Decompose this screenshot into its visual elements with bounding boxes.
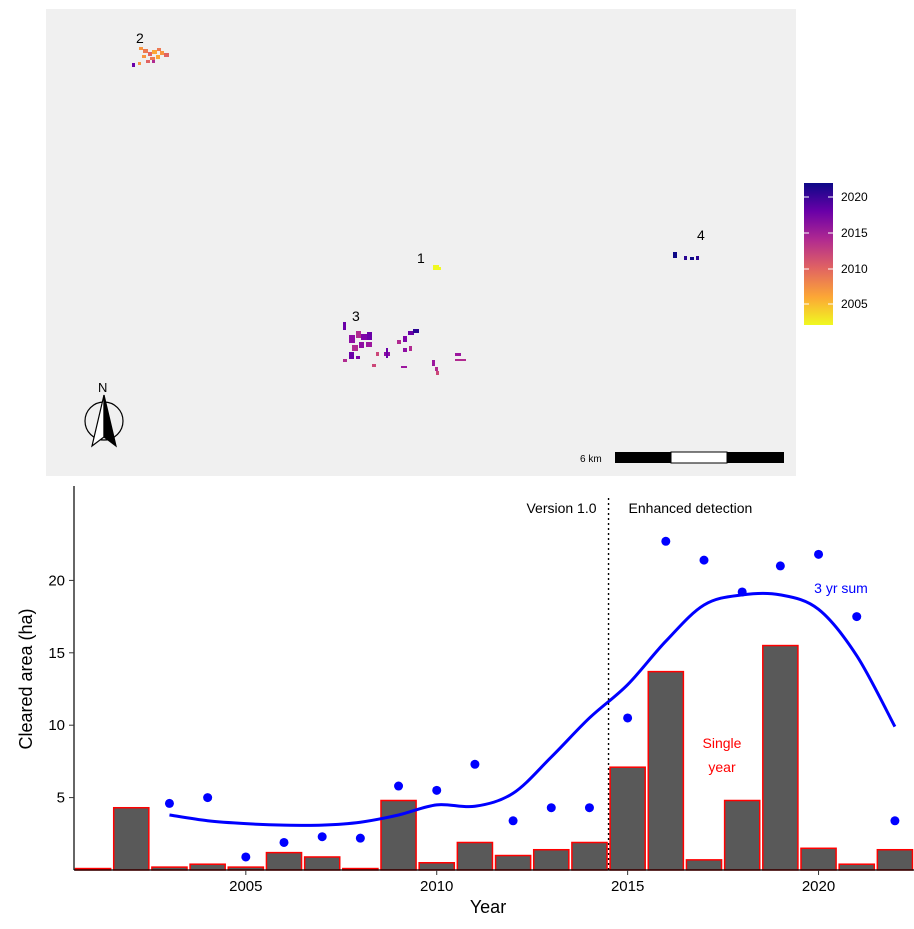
cluster-1-pixels — [433, 265, 441, 270]
scale-label: 6 km — [580, 454, 602, 465]
bar-2018 — [723, 799, 761, 871]
north-arrow: N — [84, 380, 124, 448]
point-2008 — [355, 833, 365, 843]
smooth-layer — [169, 591, 897, 827]
bar-2016 — [647, 670, 685, 871]
map-panel: 2 1 4 3 N 6 km — [46, 9, 796, 476]
point-2011 — [470, 759, 480, 769]
cluster-label-4: 4 — [697, 227, 705, 243]
scale-bar: 6 km — [580, 451, 784, 465]
legend-tick-2010: 2010 — [841, 262, 868, 276]
point-2003 — [164, 798, 174, 808]
point-2021 — [852, 612, 862, 622]
point-2004 — [203, 793, 213, 803]
cluster-4-pixels — [673, 252, 699, 260]
bar-2010 — [418, 862, 456, 871]
x-tick-label-2010: 2010 — [420, 878, 453, 895]
bar-2014 — [571, 841, 608, 871]
bar-2012 — [494, 854, 532, 871]
point-2019 — [775, 561, 785, 571]
point-2014 — [584, 803, 594, 813]
single-year-label-line1: Single — [703, 735, 742, 751]
cluster-2-pixels — [132, 47, 169, 67]
point-2020 — [814, 549, 824, 559]
cleared-area-chart: 2005 2010 2015 2020 5 10 15 20 Year Cleared area … — [16, 486, 914, 917]
cluster-3-pixels — [343, 322, 466, 375]
axes-layer: 2005 2010 2015 2020 5 10 15 20 Year Cleared area … — [16, 486, 914, 917]
bar-2020 — [800, 847, 837, 871]
point-2018 — [737, 587, 747, 597]
cluster-label-1: 1 — [417, 250, 425, 266]
point-2007 — [317, 832, 327, 842]
point-2006 — [279, 837, 289, 847]
bar-2004 — [189, 863, 226, 871]
point-2017 — [699, 555, 709, 565]
point-2022 — [890, 816, 900, 826]
colorbar — [804, 183, 833, 325]
bar-2007 — [303, 856, 341, 871]
point-2013 — [546, 803, 556, 813]
point-2010 — [432, 785, 442, 795]
x-tick-label-2015: 2015 — [611, 878, 644, 895]
bar-2019 — [762, 644, 799, 871]
x-tick-label-2020: 2020 — [802, 878, 835, 895]
y-tick-label-5: 5 — [57, 790, 65, 807]
bar-2017 — [685, 859, 723, 871]
bar-2022 — [876, 848, 914, 871]
points-layer — [164, 536, 900, 862]
sum-label: 3 yr sum — [814, 580, 868, 596]
bar-2015 — [609, 766, 646, 871]
single-year-label-line2: year — [708, 759, 736, 775]
cluster-label-3: 3 — [352, 308, 360, 324]
y-tick-label-15: 15 — [48, 645, 65, 662]
bar-2013 — [532, 848, 570, 871]
text-layer: Version 1.0 Enhanced detection 3 yr sum Sin… — [526, 500, 867, 775]
x-tick-label-2005: 2005 — [229, 878, 262, 895]
bar-2006 — [265, 851, 303, 871]
smooth-curve-line — [169, 591, 897, 827]
divider-right-label: Enhanced detection — [629, 500, 753, 516]
bar-2021 — [838, 863, 876, 871]
y-axis-title: Cleared area (ha) — [16, 608, 36, 749]
point-2005 — [241, 852, 251, 862]
legend-tick-2005: 2005 — [841, 297, 868, 311]
point-2015 — [623, 713, 633, 723]
north-label: N — [98, 380, 107, 395]
y-tick-label-10: 10 — [48, 717, 65, 734]
cluster-label-2: 2 — [136, 30, 144, 46]
bars-layer — [74, 644, 914, 871]
point-2012 — [508, 816, 518, 826]
bar-2002 — [112, 806, 150, 871]
legend-tick-2020: 2020 — [841, 190, 868, 204]
point-2016 — [661, 536, 671, 546]
bar-2011 — [456, 841, 494, 871]
point-2009 — [394, 781, 404, 791]
y-tick-label-20: 20 — [48, 572, 65, 589]
legend-tick-2015: 2015 — [841, 226, 868, 240]
x-axis-title: Year — [470, 897, 506, 917]
divider-left-label: Version 1.0 — [526, 500, 596, 516]
map-canvas: 2 1 4 3 N 6 km — [84, 30, 784, 465]
year-colorbar-legend: 2020 2015 2010 2005 — [804, 183, 914, 328]
